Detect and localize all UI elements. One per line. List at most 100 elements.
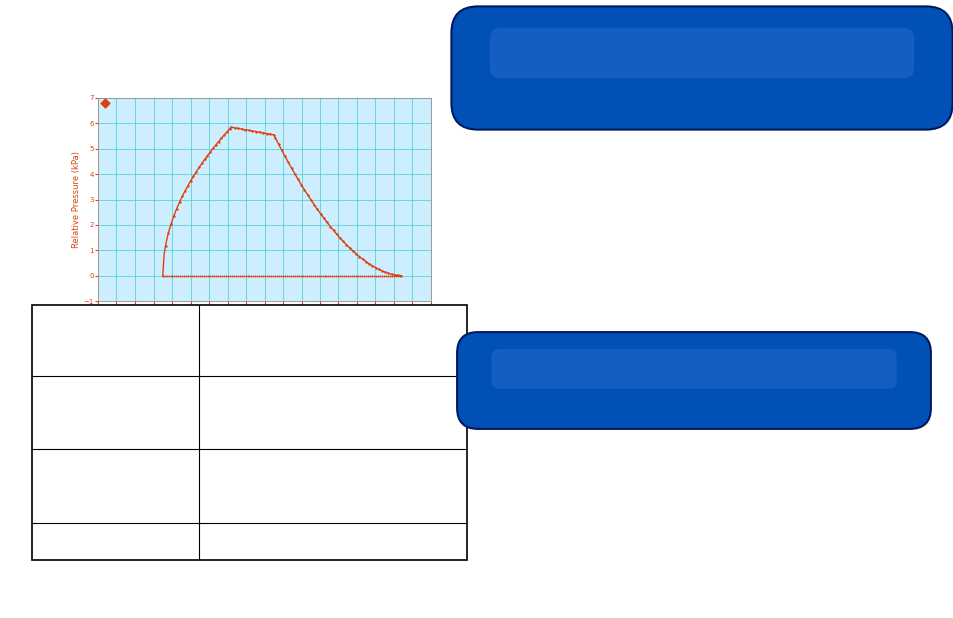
Point (354, 271, 369, 281)
Point (187, 271, 202, 281)
Point (303, 271, 318, 281)
Point (163, 219, 178, 229)
Point (223, 122, 238, 132)
Point (374, 271, 389, 281)
Point (242, 271, 257, 281)
Point (390, 271, 405, 281)
Point (392, 271, 407, 281)
Point (344, 271, 359, 281)
Point (255, 271, 271, 281)
Point (352, 271, 367, 281)
Point (218, 271, 233, 281)
Point (252, 127, 267, 137)
Point (268, 133, 283, 143)
Point (364, 271, 379, 281)
Point (178, 271, 193, 281)
FancyBboxPatch shape (490, 28, 913, 78)
Point (342, 243, 357, 253)
Point (255, 128, 271, 138)
Point (220, 271, 235, 281)
Point (274, 145, 289, 155)
Point (180, 180, 195, 190)
Point (198, 271, 213, 281)
Point (318, 271, 334, 281)
Point (158, 240, 173, 250)
Point (361, 259, 376, 269)
Point (232, 271, 247, 281)
Point (262, 129, 277, 139)
Point (244, 271, 259, 281)
Point (222, 271, 237, 281)
Point (235, 271, 251, 281)
Point (259, 129, 274, 138)
Point (384, 271, 399, 281)
Point (364, 261, 379, 271)
Point (271, 139, 286, 149)
Point (313, 209, 328, 219)
X-axis label: Temperature(°C): Temperature(°C) (230, 314, 299, 323)
Point (259, 271, 274, 281)
Point (280, 158, 295, 167)
Point (300, 190, 315, 200)
Point (375, 271, 391, 281)
Point (224, 271, 239, 281)
Point (372, 271, 387, 281)
Point (174, 192, 190, 201)
Point (377, 267, 393, 277)
Point (379, 271, 395, 281)
Point (239, 271, 254, 281)
Point (294, 271, 310, 281)
Point (348, 271, 363, 281)
Point (185, 271, 200, 281)
Point (303, 195, 318, 205)
Point (380, 268, 395, 278)
Point (252, 271, 267, 281)
Point (332, 233, 347, 243)
Point (250, 271, 265, 281)
Point (257, 271, 273, 281)
Point (313, 271, 328, 281)
Point (287, 271, 302, 281)
Point (355, 254, 370, 264)
Point (177, 186, 193, 196)
Point (335, 271, 350, 281)
Point (196, 271, 212, 281)
Point (194, 158, 210, 168)
Point (277, 151, 293, 161)
Point (272, 271, 287, 281)
Point (366, 271, 381, 281)
Point (157, 271, 172, 281)
Point (228, 271, 243, 281)
Point (315, 213, 331, 223)
Point (311, 271, 326, 281)
Point (230, 271, 245, 281)
Point (329, 229, 344, 239)
Point (387, 270, 402, 280)
Point (216, 130, 232, 140)
FancyBboxPatch shape (456, 332, 930, 429)
Point (165, 271, 180, 281)
Point (231, 124, 246, 133)
Point (166, 211, 181, 221)
Point (202, 271, 217, 281)
Point (237, 271, 253, 281)
Point (368, 263, 383, 273)
Point (338, 271, 354, 281)
Point (183, 176, 198, 186)
Point (186, 171, 201, 181)
Point (309, 271, 324, 281)
Point (176, 271, 192, 281)
Point (208, 271, 223, 281)
Point (340, 271, 355, 281)
Point (342, 271, 357, 281)
Point (287, 169, 302, 179)
Point (290, 174, 305, 184)
Point (356, 271, 372, 281)
Point (322, 222, 337, 232)
Point (333, 271, 348, 281)
Point (386, 271, 401, 281)
Point (360, 271, 375, 281)
Point (248, 271, 263, 281)
Point (180, 271, 195, 281)
Point (358, 271, 374, 281)
